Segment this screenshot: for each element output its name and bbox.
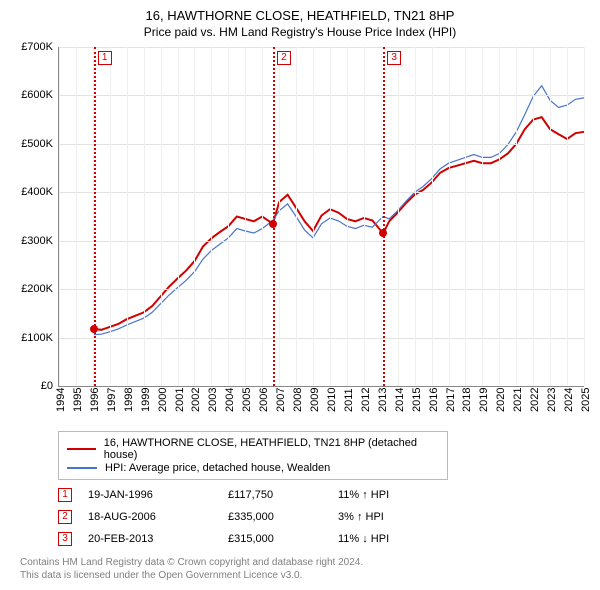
- x-axis-label: 1997: [106, 388, 118, 412]
- legend-row-hpi: HPI: Average price, detached house, Weal…: [67, 462, 439, 474]
- x-axis-label: 1995: [72, 388, 84, 412]
- transactions-table: 1 19-JAN-1996£117,75011% ↑ HPI 2 18-AUG-200…: [58, 488, 590, 546]
- footer-line-1: Contains HM Land Registry data © Crown c…: [20, 556, 590, 569]
- series-line-property: [94, 117, 584, 330]
- tx-price: £335,000: [228, 511, 338, 523]
- legend-row-property: 16, HAWTHORNE CLOSE, HEATHFIELD, TN21 8H…: [67, 437, 439, 461]
- y-axis-label: £300K: [21, 235, 53, 247]
- x-axis-label: 2024: [563, 388, 575, 412]
- x-axis-label: 2016: [428, 388, 440, 412]
- series-line-hpi: [94, 86, 584, 335]
- tx-date: 20-FEB-2013: [88, 533, 228, 545]
- tx-delta: 11% ↑ HPI: [338, 489, 468, 501]
- x-axis-label: 2000: [157, 388, 169, 412]
- x-axis-label: 2017: [445, 388, 457, 412]
- marker-badge-1: 1: [98, 51, 112, 65]
- y-axis-label: £700K: [21, 41, 53, 53]
- footer: Contains HM Land Registry data © Crown c…: [20, 556, 590, 582]
- legend-swatch-property: [67, 448, 96, 450]
- tx-delta: 3% ↑ HPI: [338, 511, 468, 523]
- legend-label-property: 16, HAWTHORNE CLOSE, HEATHFIELD, TN21 8H…: [104, 437, 439, 461]
- marker-line-2: [273, 47, 275, 386]
- x-axis-label: 2021: [512, 388, 524, 412]
- marker-dot-1: [90, 325, 98, 333]
- marker-badge-2: 2: [277, 51, 291, 65]
- y-axis-label: £0: [41, 380, 53, 392]
- x-axis-label: 2012: [360, 388, 372, 412]
- tx-date: 19-JAN-1996: [88, 489, 228, 501]
- page-subtitle: Price paid vs. HM Land Registry's House …: [10, 25, 590, 39]
- tx-date: 18-AUG-2006: [88, 511, 228, 523]
- x-axis-label: 2003: [207, 388, 219, 412]
- x-axis-label: 2004: [224, 388, 236, 412]
- x-axis-label: 2023: [546, 388, 558, 412]
- tx-price: £117,750: [228, 489, 338, 501]
- y-axis-label: £600K: [21, 89, 53, 101]
- legend-swatch-hpi: [67, 467, 97, 469]
- x-axis-label: 2009: [309, 388, 321, 412]
- x-axis-label: 2022: [529, 388, 541, 412]
- y-axis-label: £200K: [21, 283, 53, 295]
- tx-delta: 11% ↓ HPI: [338, 533, 468, 545]
- x-axis-label: 2020: [495, 388, 507, 412]
- x-axis-label: 1996: [89, 388, 101, 412]
- marker-dot-2: [269, 220, 277, 228]
- x-axis-label: 2006: [258, 388, 270, 412]
- legend-label-hpi: HPI: Average price, detached house, Weal…: [105, 462, 330, 474]
- y-axis-label: £500K: [21, 138, 53, 150]
- chart: £0£100K£200K£300K£400K£500K£600K£700K199…: [58, 47, 584, 387]
- x-axis-label: 2005: [241, 388, 253, 412]
- footer-line-2: This data is licensed under the Open Gov…: [20, 569, 590, 582]
- x-axis-label: 1998: [123, 388, 135, 412]
- x-axis-label: 2019: [478, 388, 490, 412]
- x-axis-label: 2008: [292, 388, 304, 412]
- x-axis-label: 2015: [411, 388, 423, 412]
- x-axis-label: 2002: [190, 388, 202, 412]
- marker-line-3: [383, 47, 385, 386]
- x-axis-label: 2010: [326, 388, 338, 412]
- marker-dot-3: [379, 229, 387, 237]
- x-axis-label: 2014: [394, 388, 406, 412]
- x-axis-label: 2001: [174, 388, 186, 412]
- tx-badge: 3: [58, 532, 72, 546]
- x-axis-label: 1999: [140, 388, 152, 412]
- plot-area: £0£100K£200K£300K£400K£500K£600K£700K199…: [58, 47, 584, 387]
- marker-line-1: [94, 47, 96, 386]
- tx-badge: 2: [58, 510, 72, 524]
- x-axis-label: 2011: [343, 388, 355, 412]
- series-svg: [59, 47, 584, 386]
- x-axis-label: 1994: [55, 388, 67, 412]
- y-axis-label: £400K: [21, 186, 53, 198]
- tx-badge: 1: [58, 488, 72, 502]
- x-axis-label: 2025: [580, 388, 592, 412]
- x-axis-label: 2007: [275, 388, 287, 412]
- x-axis-label: 2013: [377, 388, 389, 412]
- tx-price: £315,000: [228, 533, 338, 545]
- legend: 16, HAWTHORNE CLOSE, HEATHFIELD, TN21 8H…: [58, 431, 448, 480]
- page-title: 16, HAWTHORNE CLOSE, HEATHFIELD, TN21 8H…: [10, 8, 590, 23]
- y-axis-label: £100K: [21, 332, 53, 344]
- x-axis-label: 2018: [461, 388, 473, 412]
- marker-badge-3: 3: [387, 51, 401, 65]
